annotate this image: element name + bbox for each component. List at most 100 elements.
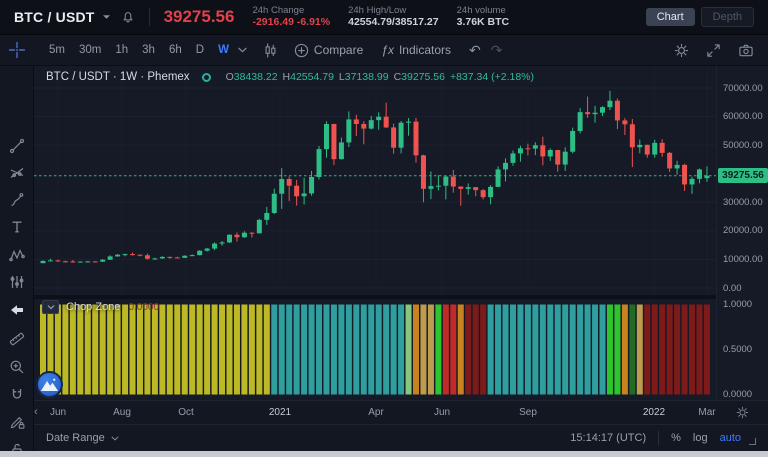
trend-line-tool-icon[interactable] (0, 136, 34, 156)
candle-body (167, 256, 173, 258)
chop-zone-bar (204, 304, 211, 395)
timeframe-1h[interactable]: 1h (115, 44, 129, 56)
candle-body (592, 112, 598, 115)
chop-zone-bar (577, 304, 584, 395)
timeframe-w-active[interactable]: W (218, 44, 229, 56)
candle-body (458, 186, 464, 189)
stat-24h-highlow: 24h High/Low 42554.79/38517.27 (348, 5, 439, 30)
timeframe-d[interactable]: D (195, 44, 205, 56)
candle-body (473, 187, 479, 191)
candle-body (100, 259, 106, 262)
candle-body (629, 124, 635, 148)
crosshair-icon[interactable] (0, 42, 34, 58)
gann-tool-icon[interactable] (0, 163, 34, 183)
phemex-logo[interactable] (36, 371, 63, 398)
axis-settings-gear-icon[interactable] (736, 406, 749, 419)
candle-body (659, 142, 665, 153)
candle-body (286, 179, 292, 186)
chop-zone-bar (136, 304, 143, 395)
compare-button[interactable]: Compare (294, 43, 363, 58)
drawing-lock-tool-icon[interactable] (0, 412, 34, 432)
clock-utc[interactable]: 15:14:17 (UTC) (570, 432, 647, 444)
date-range-label: Date Range (46, 432, 105, 444)
ruler-tool-icon[interactable] (0, 329, 34, 349)
chop-zone-bar (450, 304, 457, 395)
candle-body (525, 148, 531, 150)
xabcd-pattern-tool-icon[interactable] (0, 245, 34, 265)
chop-zone-bar (666, 304, 673, 395)
forecast-tool-icon[interactable] (0, 272, 34, 292)
pane-collapse-icon[interactable]: ‹ (34, 406, 38, 418)
alert-bell-icon[interactable] (121, 10, 135, 24)
redo-button[interactable]: ↷ (490, 41, 503, 58)
time-axis[interactable]: ‹ Jun Aug Oct 2021 Apr Jun Sep 2022 Mar (34, 400, 768, 424)
arrow-cursor-tool-icon[interactable] (0, 300, 34, 320)
pair-selector[interactable]: BTC / USDT (14, 9, 135, 25)
chop-zone-bar (644, 304, 651, 395)
series-visibility-toggle[interactable] (201, 72, 211, 82)
candle-body (637, 144, 643, 148)
stat-label: 24h volume (456, 4, 506, 16)
chop-zone-bar (383, 304, 390, 395)
auto-scale-button[interactable]: auto (719, 432, 741, 444)
window-scrollbar-strip[interactable] (0, 451, 768, 457)
bottom-bar: Date Range 15:14:17 (UTC) % log auto (34, 424, 768, 451)
chop-zone-bar (651, 304, 658, 395)
chart-tab-button[interactable]: Chart (645, 8, 695, 26)
candle-body (704, 175, 710, 179)
date-range-button[interactable]: Date Range (46, 432, 119, 444)
chop-zone-bar (547, 304, 554, 395)
candle-body (517, 148, 523, 154)
zoom-in-tool-icon[interactable] (0, 357, 34, 377)
chop-zone-bar (77, 304, 84, 395)
candle-body (443, 176, 449, 186)
magnet-tool-icon[interactable] (0, 385, 34, 405)
chart-settings-gear-icon[interactable] (674, 43, 689, 58)
pane-separator[interactable] (34, 295, 716, 299)
compare-label: Compare (313, 43, 364, 57)
candle-style-icon[interactable] (263, 42, 278, 58)
time-axis-label: Mar (698, 407, 716, 418)
chart-pane[interactable] (34, 66, 716, 400)
timeframe-6h[interactable]: 6h (168, 44, 182, 56)
indicator-collapse-button[interactable] (42, 300, 59, 314)
chop-zone-bar (636, 304, 643, 395)
timeframe-30m[interactable]: 30m (78, 44, 102, 56)
screenshot-camera-icon[interactable] (738, 43, 754, 58)
chop-zone-bar (703, 304, 710, 395)
price-tick-label: 0.00 (723, 282, 742, 294)
timeframe-3h[interactable]: 3h (142, 44, 155, 56)
chop-zone-bar (62, 304, 69, 395)
candle-body (644, 144, 650, 155)
candle-body (562, 151, 568, 165)
chop-zone-bar (181, 304, 188, 395)
timeframe-dropdown-icon[interactable] (238, 47, 247, 53)
price-tick-label: 10000.00 (723, 253, 763, 265)
indicators-button[interactable]: ƒx Indicators (381, 43, 451, 57)
price-axis[interactable]: 39275.56 70000.00 60000.00 50000.00 30000.0… (716, 66, 768, 400)
undo-button[interactable]: ↶ (469, 41, 481, 58)
candle-body (234, 234, 240, 238)
candle-body (219, 242, 225, 244)
candle-body (92, 261, 98, 263)
depth-tab-button[interactable]: Depth (700, 7, 754, 27)
candle-body (197, 250, 203, 256)
candle-body (159, 256, 165, 259)
chop-zone-legend: Chop Zone 0.0000 (42, 300, 159, 314)
candle-body (241, 232, 247, 238)
log-scale-button[interactable]: log (692, 432, 708, 444)
chop-zone-bar (599, 304, 606, 395)
timeframe-5m[interactable]: 5m (49, 44, 65, 56)
chop-zone-bar (263, 304, 270, 395)
chop-zone-bar (301, 304, 308, 395)
percent-scale-button[interactable]: % (671, 432, 681, 444)
chop-zone-bar (674, 304, 681, 395)
fullscreen-icon[interactable] (706, 43, 721, 58)
candle-body (465, 187, 471, 189)
resize-handle-icon[interactable] (749, 437, 756, 445)
brush-tool-icon[interactable] (0, 190, 34, 210)
chop-zone-bar (689, 304, 696, 395)
candle-body (174, 257, 180, 259)
last-price: 39275.56 (163, 7, 235, 26)
text-tool-icon[interactable] (0, 217, 34, 237)
